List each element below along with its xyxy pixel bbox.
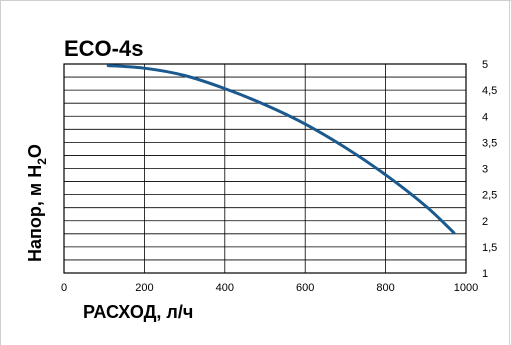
y-axis-label: Напор, м H2O	[25, 144, 49, 262]
chart-title: ECO-4s	[64, 36, 143, 61]
y-tick-label: 3	[482, 164, 488, 176]
y-tick-label: 4,5	[482, 85, 497, 97]
y-axis-label-subscript: 2	[35, 158, 49, 165]
x-tick-label: 1000	[454, 282, 478, 294]
series-layer	[106, 64, 456, 235]
frame-left-border	[0, 0, 1, 345]
x-tick-label: 200	[135, 282, 153, 294]
y-tick-label: 1	[482, 268, 488, 280]
frame-right-border	[509, 0, 510, 345]
x-tick-label: 400	[216, 282, 234, 294]
y-tick-label: 1,5	[482, 242, 497, 254]
y-tick-label: 3,5	[482, 137, 497, 149]
x-tick-label: 0	[61, 282, 67, 294]
series-line	[106, 64, 456, 235]
y-tick-label: 4	[482, 111, 488, 123]
grid-lines	[63, 63, 467, 274]
x-tick-label: 600	[296, 282, 314, 294]
y-tick-labels: 1 1,5 2 2,5 3 3,5 4 4,5 5	[482, 59, 497, 280]
y-axis-label-end: O	[25, 144, 45, 158]
x-axis-label: РАСХОД, л/ч	[83, 302, 193, 322]
x-tick-labels: 0 200 400 600 800 1000	[61, 282, 478, 294]
y-axis-label-main: Напор, м H	[25, 165, 45, 262]
x-tick-label: 800	[376, 282, 394, 294]
y-tick-label: 2,5	[482, 190, 497, 202]
y-tick-label: 5	[482, 59, 488, 71]
y-tick-label: 2	[482, 216, 488, 228]
frame-top-border	[0, 0, 511, 1]
